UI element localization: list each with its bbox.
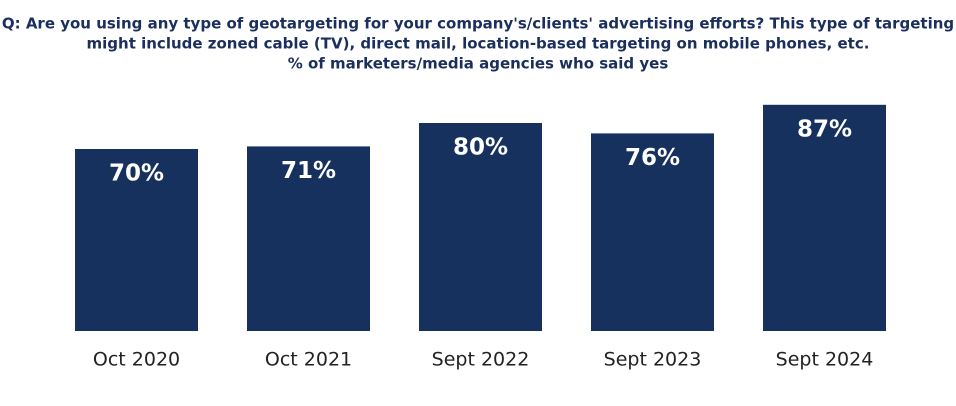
chart-title: might include zoned cable (TV), direct m…	[87, 35, 870, 53]
x-tick-label: Sept 2022	[432, 349, 530, 371]
x-tick-label: Sept 2024	[776, 349, 874, 371]
data-label: 70%	[109, 161, 164, 187]
bar	[763, 104, 886, 331]
x-tick-label: Oct 2021	[265, 349, 352, 371]
bar	[419, 123, 542, 331]
x-tick-label: Oct 2020	[93, 349, 180, 371]
x-tick-label: Sept 2023	[604, 349, 702, 371]
bar	[247, 146, 370, 331]
bar	[591, 133, 714, 331]
chart-subtitle: % of marketers/media agencies who said y…	[288, 55, 669, 73]
bar	[75, 149, 198, 331]
data-label: 80%	[453, 135, 508, 161]
data-label: 87%	[797, 116, 852, 142]
data-label: 76%	[625, 145, 680, 171]
chart-title: Q: Are you using any type of geotargetin…	[2, 15, 954, 33]
data-label: 71%	[281, 158, 336, 184]
